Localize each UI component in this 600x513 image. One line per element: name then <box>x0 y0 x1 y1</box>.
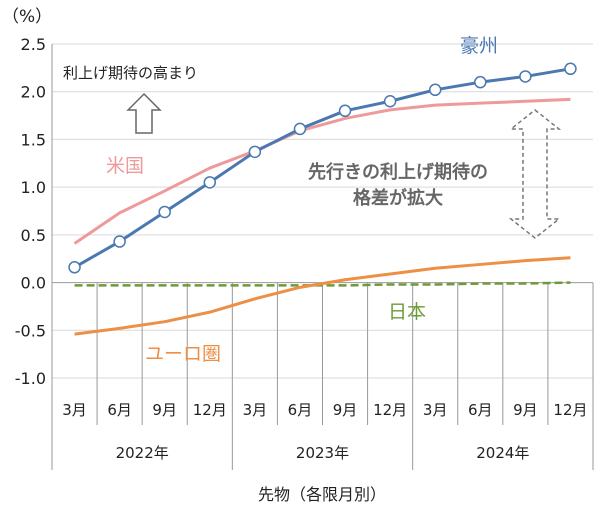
y-tick-label: 0.5 <box>21 226 46 245</box>
data-point <box>428 83 442 97</box>
data-point <box>474 75 487 89</box>
x-tick-label: 9月 <box>333 401 358 419</box>
x-tick-label: 12月 <box>193 401 227 419</box>
y-tick-label: 0.0 <box>21 274 46 293</box>
y-tick-label: -1.0 <box>15 369 46 388</box>
annotation-gap-line2: 格差が拡大 <box>353 187 443 209</box>
x-axis-title: 先物（各限月別） <box>258 485 386 504</box>
data-point <box>113 235 126 248</box>
data-point <box>293 122 307 136</box>
up-arrow-icon <box>126 92 162 134</box>
data-point <box>338 104 352 118</box>
x-tick-label: 6月 <box>107 401 132 419</box>
x-year-label: 2022年 <box>116 444 169 462</box>
series-label-us: 米国 <box>106 155 144 177</box>
data-point <box>248 145 262 159</box>
series-line-2 <box>74 256 571 336</box>
y-tick-label: 1.5 <box>21 130 46 149</box>
x-year-label: 2023年 <box>296 444 349 462</box>
y-tick-label: 2.0 <box>21 83 46 102</box>
series-line-1 <box>73 97 571 245</box>
data-point <box>68 261 81 274</box>
y-tick-label: 2.5 <box>21 35 46 54</box>
x-tick-label: 3月 <box>62 401 87 419</box>
y-tick-label: -0.5 <box>15 321 46 340</box>
series-line-0 <box>73 67 571 269</box>
x-year-label: 2024年 <box>476 444 529 462</box>
data-point <box>564 62 577 76</box>
series-label-euro: ユーロ圏 <box>145 343 221 365</box>
data-point <box>203 176 217 189</box>
x-tick-label: 3月 <box>423 401 448 419</box>
x-tick-label: 9月 <box>152 401 177 419</box>
x-tick-label: 6月 <box>288 401 313 419</box>
x-tick-label: 3月 <box>243 401 268 419</box>
data-point <box>519 70 532 83</box>
data-point <box>158 205 171 219</box>
y-tick-label: 1.0 <box>21 178 46 197</box>
annotation-rise: 利上げ期待の高まり <box>63 64 198 82</box>
x-tick-label: 9月 <box>513 401 538 419</box>
double-arrow-icon <box>508 109 562 239</box>
data-point <box>383 95 397 108</box>
series-line-3 <box>74 281 571 287</box>
annotation-gap-line1: 先行きの利上げ期待の <box>308 161 488 183</box>
x-tick-label: 12月 <box>373 401 407 419</box>
x-tick-label: 12月 <box>553 401 587 419</box>
y-axis-unit-label: （%） <box>2 7 52 27</box>
x-tick-label: 6月 <box>468 401 493 419</box>
series-label-japan: 日本 <box>388 301 426 323</box>
series-label-australia: 豪州 <box>460 35 498 57</box>
